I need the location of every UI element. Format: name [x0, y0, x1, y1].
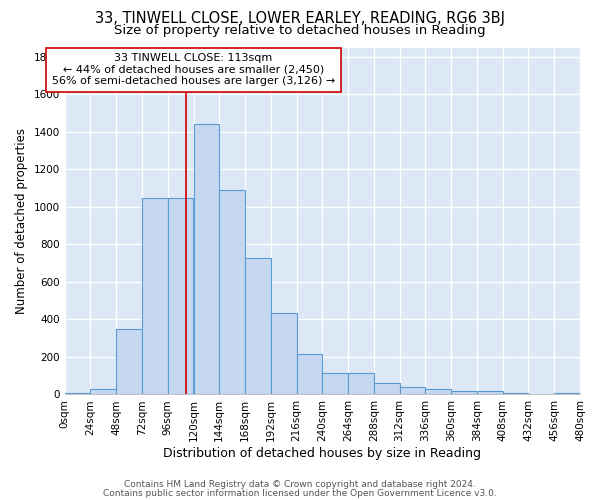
Bar [400, 387, 425, 394]
Bar [503, 392, 529, 394]
Bar [219, 190, 245, 394]
Text: 33, TINWELL CLOSE, LOWER EARLEY, READING, RG6 3BJ: 33, TINWELL CLOSE, LOWER EARLEY, READING… [95, 11, 505, 26]
Bar [116, 329, 142, 394]
Bar [451, 390, 477, 394]
Text: Contains HM Land Registry data © Crown copyright and database right 2024.: Contains HM Land Registry data © Crown c… [124, 480, 476, 489]
Bar [296, 354, 322, 395]
X-axis label: Distribution of detached houses by size in Reading: Distribution of detached houses by size … [163, 447, 481, 460]
Bar [91, 389, 116, 394]
Y-axis label: Number of detached properties: Number of detached properties [15, 128, 28, 314]
Bar [271, 313, 296, 394]
Bar [374, 383, 400, 394]
Bar [348, 373, 374, 394]
Bar [322, 373, 348, 394]
Text: Size of property relative to detached houses in Reading: Size of property relative to detached ho… [114, 24, 486, 37]
Bar [142, 198, 168, 394]
Bar [168, 198, 193, 394]
Bar [425, 389, 451, 394]
Bar [554, 392, 580, 394]
Bar [193, 124, 219, 394]
Text: 33 TINWELL CLOSE: 113sqm
← 44% of detached houses are smaller (2,450)
56% of sem: 33 TINWELL CLOSE: 113sqm ← 44% of detach… [52, 53, 335, 86]
Bar [477, 390, 503, 394]
Bar [245, 258, 271, 394]
Bar [65, 392, 91, 394]
Text: Contains public sector information licensed under the Open Government Licence v3: Contains public sector information licen… [103, 488, 497, 498]
